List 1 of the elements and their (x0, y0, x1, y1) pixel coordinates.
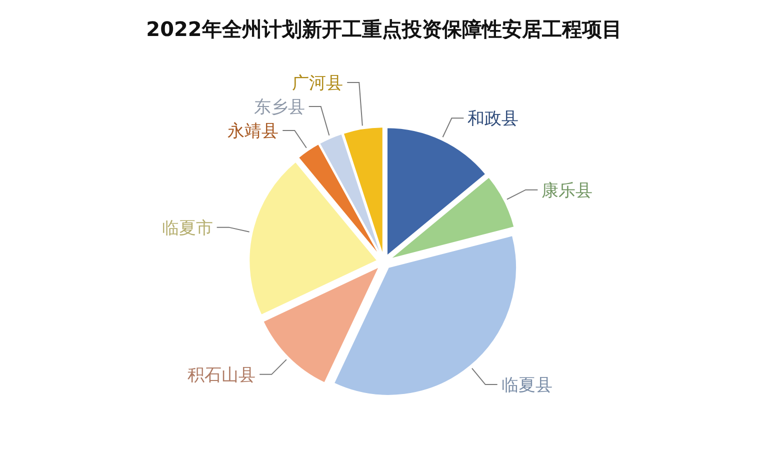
title: 2022年全州计划新开工重点投资保障性安居工程项目 (146, 17, 622, 41)
